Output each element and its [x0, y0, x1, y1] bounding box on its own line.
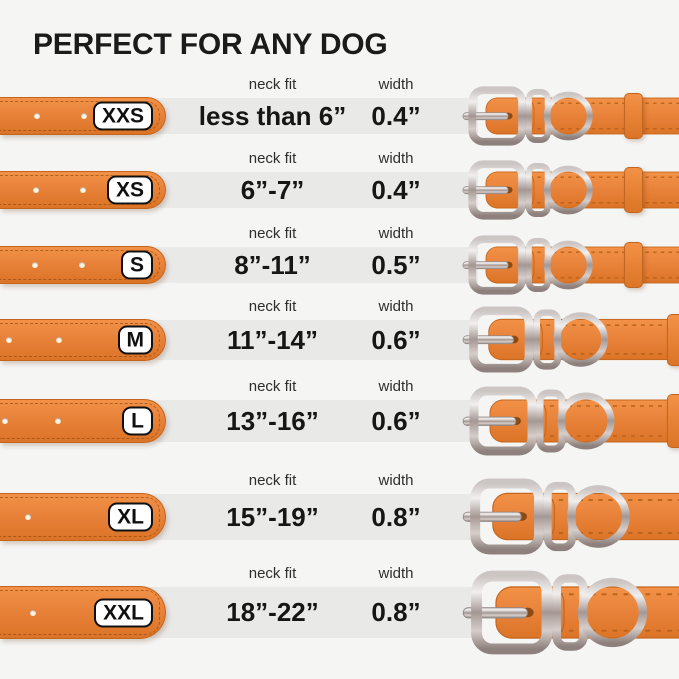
width-header: width: [378, 298, 414, 315]
collar-leather-keeper: [624, 242, 643, 288]
row-band: [150, 400, 478, 442]
width-header: width: [378, 565, 414, 582]
collar-hole: [34, 113, 40, 119]
neck-fit-header: neck fit: [248, 472, 297, 489]
neck-fit-value: 13”-16”: [226, 406, 319, 436]
width-header: width: [378, 378, 414, 395]
width-value: 0.6”: [371, 406, 421, 436]
neck-fit-header: neck fit: [248, 225, 297, 242]
row-band: [150, 320, 478, 360]
collar-hole: [30, 609, 36, 616]
collar-hole: [79, 262, 85, 268]
neck-fit-value: 6”-7”: [240, 175, 305, 205]
page-title: PERFECT FOR ANY DOG: [33, 28, 388, 61]
size-label: XS: [106, 175, 153, 205]
collar-hole: [32, 262, 38, 268]
collar-hole: [80, 187, 86, 193]
neck-fit-header: neck fit: [248, 565, 297, 582]
collar-hole: [33, 187, 39, 193]
collar-buckle-illustration: [462, 235, 679, 295]
collar-buckle-illustration: [462, 306, 679, 373]
collar-buckle-illustration: [462, 478, 679, 555]
collar-leather-keeper: [667, 394, 679, 448]
width-header: width: [378, 150, 414, 167]
neck-fit-header: neck fit: [248, 76, 297, 93]
row-band: [150, 172, 478, 208]
neck-fit-header: neck fit: [248, 150, 297, 167]
collar-strap-left: XXL: [0, 586, 166, 639]
collar-buckle-illustration: [462, 570, 679, 655]
collar-strap-left: M: [0, 319, 166, 361]
width-value: 0.5”: [371, 250, 421, 280]
size-label: M: [117, 325, 153, 355]
collar-leather-keeper: [624, 167, 643, 213]
collar-strap-left: XS: [0, 171, 166, 209]
row-band: [150, 247, 478, 283]
neck-fit-value: 8”-11”: [234, 250, 311, 280]
neck-fit-value: less than 6”: [198, 101, 347, 131]
width-header: width: [378, 76, 414, 93]
collar-strap-left: XXS: [0, 97, 166, 135]
collar-buckle-illustration: [462, 386, 679, 456]
size-label: XXS: [92, 101, 153, 131]
collar-hole: [55, 418, 61, 424]
collar-strap-left: S: [0, 246, 166, 284]
collar-buckle-illustration: [462, 160, 679, 220]
neck-fit-header: neck fit: [248, 378, 297, 395]
width-value: 0.8”: [371, 597, 421, 627]
row-band: [150, 587, 478, 638]
collar-strap-left: L: [0, 399, 166, 443]
collar-hole: [56, 337, 62, 343]
size-label: S: [120, 250, 153, 280]
collar-hole: [81, 113, 87, 119]
collar-hole: [25, 514, 31, 520]
collar-leather-keeper: [667, 314, 679, 366]
width-value: 0.4”: [371, 101, 421, 131]
collar-strap-left: XL: [0, 493, 166, 541]
neck-fit-value: 15”-19”: [226, 502, 319, 532]
collar-buckle-illustration: [462, 86, 679, 146]
width-header: width: [378, 472, 414, 489]
neck-fit-value: 18”-22”: [226, 597, 319, 627]
width-value: 0.4”: [371, 175, 421, 205]
collar-hole: [6, 337, 12, 343]
size-label: XL: [108, 502, 153, 532]
size-label: L: [122, 406, 153, 436]
row-band: [150, 98, 478, 134]
size-label: XXL: [94, 598, 153, 627]
neck-fit-header: neck fit: [248, 298, 297, 315]
neck-fit-value: 11”-14”: [226, 325, 319, 355]
collar-hole: [2, 418, 8, 424]
width-value: 0.8”: [371, 502, 421, 532]
collar-leather-keeper: [624, 93, 643, 139]
width-header: width: [378, 225, 414, 242]
row-band: [150, 494, 478, 540]
width-value: 0.6”: [371, 325, 421, 355]
